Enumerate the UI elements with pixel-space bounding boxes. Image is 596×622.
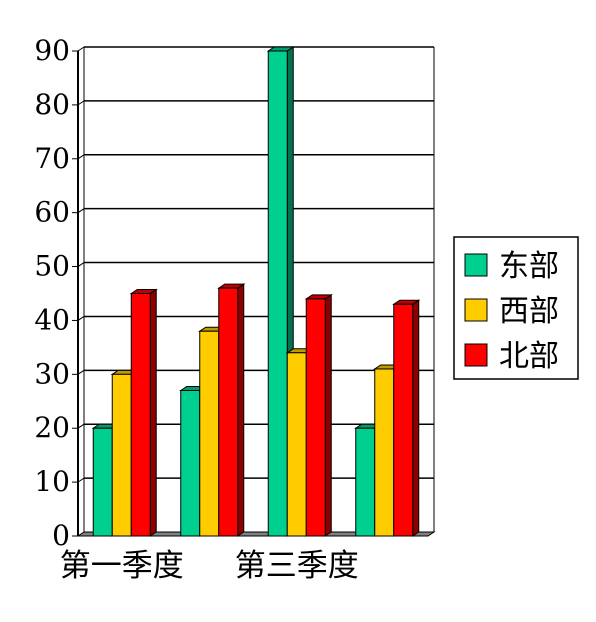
bar-front [92, 427, 113, 537]
gridline-depth [77, 316, 85, 321]
gridline-depth [77, 100, 85, 106]
x-tick-label: 第一季度 [60, 548, 184, 584]
bar [392, 299, 421, 537]
bar-front [305, 298, 326, 537]
bar-side [237, 283, 245, 537]
legend-label: 西部 [499, 294, 559, 329]
bars [91, 46, 421, 537]
legend-swatch [464, 253, 488, 277]
y-tick-label: 0 [52, 519, 70, 552]
legend-swatch [464, 298, 488, 322]
bar-side [412, 299, 420, 537]
bar-front [355, 427, 376, 537]
gridline-depth [77, 477, 85, 483]
gridline-depth [77, 369, 85, 375]
bar-front [130, 293, 151, 537]
y-tick-label: 30 [34, 357, 70, 390]
gridline-depth [77, 262, 85, 267]
y-tick-label: 40 [34, 303, 70, 336]
y-tick-label: 20 [34, 411, 70, 444]
y-tick-label: 10 [34, 465, 70, 498]
bar-front [180, 390, 201, 537]
gridline-depth [77, 46, 85, 52]
y-axis: 0 10 20 30 40 50 60 70 80 90 [34, 34, 78, 552]
bar-side [324, 293, 332, 537]
bar-front [374, 368, 395, 537]
y-tick-label: 80 [34, 88, 70, 121]
y-tick-label: 70 [34, 142, 70, 175]
bar [217, 283, 246, 537]
bar-front [199, 330, 220, 537]
x-tick-label: 第三季度 [235, 548, 359, 584]
x-axis: 第一季度 第三季度 [60, 548, 359, 584]
bar-side [149, 288, 157, 537]
bar [129, 288, 158, 537]
bar-front [393, 303, 414, 537]
bar-front [286, 352, 307, 537]
bar-front [267, 50, 288, 537]
gridline-depth [77, 208, 85, 214]
bar-front [218, 287, 239, 537]
y-tick-label: 50 [34, 250, 70, 283]
bar-front [111, 373, 132, 537]
legend-label: 北部 [499, 339, 559, 374]
y-tick-label: 60 [34, 196, 70, 229]
legend-label: 东部 [499, 249, 559, 284]
gridline-depth [77, 154, 85, 160]
bar [304, 293, 333, 537]
legend-swatch [464, 343, 488, 367]
gridline-depth [77, 423, 85, 429]
y-tick-label: 90 [34, 34, 70, 67]
